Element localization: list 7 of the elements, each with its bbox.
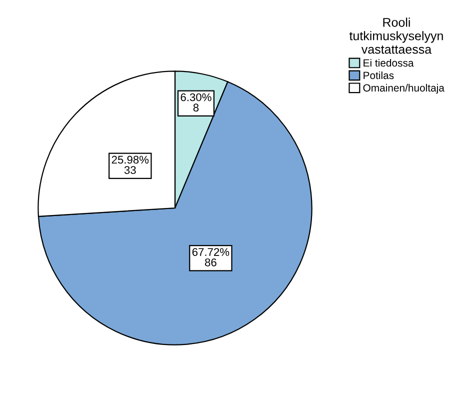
legend-title: Rooli tutkimuskyselyyn vastattaessa: [349, 18, 443, 54]
legend-label: Omainen/huoltaja: [363, 84, 444, 94]
legend-label: Ei tiedossa: [364, 58, 414, 67]
data-label: 6.30% 8: [180, 93, 212, 112]
data-label: 67.72% 86: [192, 248, 230, 266]
data-label: 25.98% 33: [112, 156, 149, 174]
legend-label: Potilas: [364, 71, 394, 80]
